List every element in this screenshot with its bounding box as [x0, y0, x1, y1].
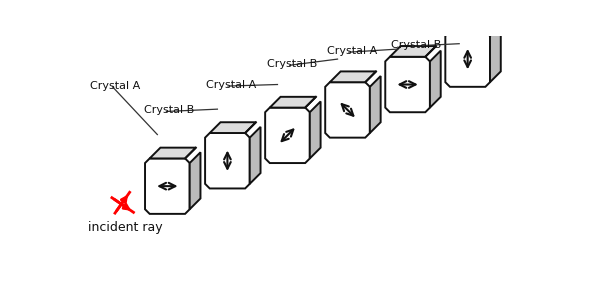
- Text: Crystal A: Crystal A: [206, 80, 256, 90]
- Text: Crystal A: Crystal A: [327, 46, 377, 56]
- Text: Crystal A: Crystal A: [91, 81, 140, 91]
- Polygon shape: [205, 133, 250, 188]
- Polygon shape: [330, 71, 376, 82]
- Polygon shape: [385, 57, 430, 112]
- Polygon shape: [370, 76, 380, 133]
- Polygon shape: [265, 108, 310, 163]
- Polygon shape: [270, 97, 316, 108]
- Polygon shape: [445, 32, 490, 87]
- Text: Crystal B: Crystal B: [144, 105, 194, 115]
- Polygon shape: [145, 158, 190, 214]
- Polygon shape: [210, 122, 256, 133]
- Polygon shape: [490, 25, 501, 82]
- Text: Crystal B: Crystal B: [268, 59, 318, 69]
- Polygon shape: [325, 82, 370, 138]
- Polygon shape: [390, 46, 436, 57]
- Polygon shape: [450, 21, 496, 32]
- Polygon shape: [190, 152, 200, 209]
- Text: incident ray: incident ray: [88, 221, 163, 234]
- Polygon shape: [430, 51, 441, 108]
- Text: Crystal B: Crystal B: [391, 40, 441, 50]
- Polygon shape: [149, 148, 196, 158]
- Polygon shape: [250, 127, 260, 184]
- Polygon shape: [310, 101, 320, 158]
